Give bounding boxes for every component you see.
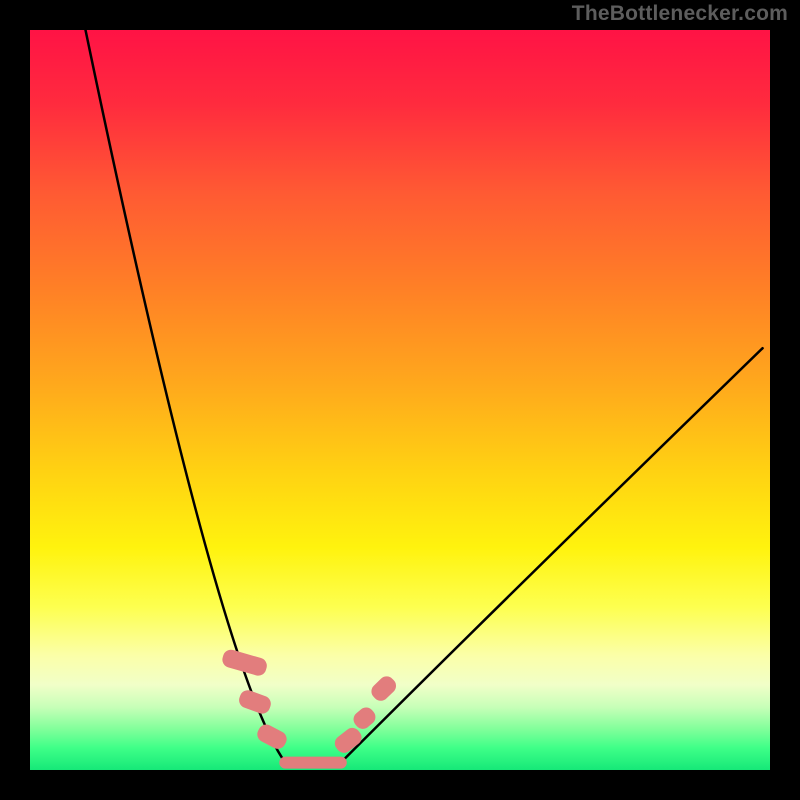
chart-plot-area	[30, 30, 770, 770]
chart-svg	[30, 30, 770, 770]
chart-frame: TheBottlenecker.com	[0, 0, 800, 800]
gradient-background	[30, 30, 770, 770]
watermark-text: TheBottlenecker.com	[572, 2, 788, 26]
